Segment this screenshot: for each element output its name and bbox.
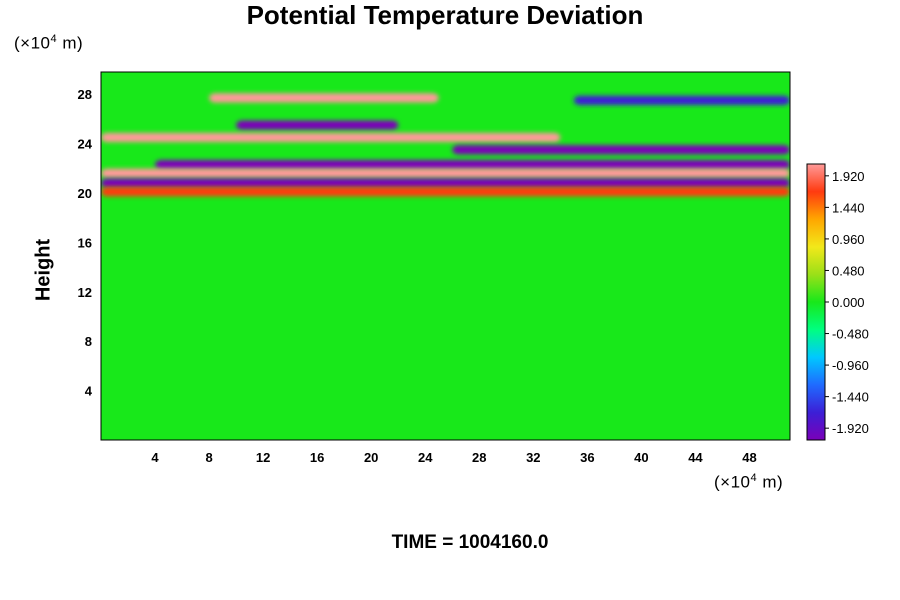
y-unit-exponent: 4: [50, 33, 58, 45]
anomaly-band-3: [236, 120, 399, 130]
x-tick-label: 20: [364, 450, 378, 465]
anomaly-band-9: [101, 187, 790, 197]
y-tick-label: 8: [85, 334, 92, 349]
y-tick-label: 20: [78, 186, 92, 201]
x-tick-label: 40: [634, 450, 648, 465]
anomaly-band-5: [452, 145, 790, 155]
plot-frame: [100, 71, 791, 441]
anomaly-band-6: [155, 159, 790, 170]
y-unit-prefix: (×10: [14, 33, 51, 53]
x-tick-label: 8: [205, 450, 212, 465]
x-tick-label: 12: [256, 450, 270, 465]
colorbar-tick-label: -1.920: [832, 421, 869, 436]
x-tick-label: 44: [688, 450, 703, 465]
x-tick-label: 32: [526, 450, 540, 465]
x-unit-prefix: (×10: [714, 472, 751, 492]
colorbar-tick-label: -1.440: [832, 390, 869, 405]
y-unit-suffix: m): [57, 33, 84, 53]
plot-area: [100, 71, 791, 441]
anomaly-band-4: [101, 132, 561, 143]
x-tick-label: 24: [418, 450, 433, 465]
colorbar-tick-label: 0.960: [832, 232, 865, 247]
x-tick-label: 4: [151, 450, 159, 465]
y-tick-label: 4: [85, 384, 93, 399]
y-axis-unit: (×104 m): [14, 33, 83, 54]
y-tick-label: 24: [78, 137, 93, 152]
x-unit-suffix: m): [757, 472, 784, 492]
x-unit-exponent: 4: [750, 472, 758, 484]
chart-title: Potential Temperature Deviation: [246, 0, 644, 30]
anomaly-band-1: [209, 93, 439, 103]
colorbar-tick-label: 1.920: [832, 169, 865, 184]
y-tick-label: 28: [78, 87, 92, 102]
x-tick-label: 28: [472, 450, 486, 465]
x-tick-label: 36: [580, 450, 594, 465]
anomaly-band-7: [101, 168, 790, 178]
colorbar-tick-label: -0.960: [832, 358, 869, 373]
y-tick-label: 12: [78, 285, 92, 300]
anomaly-band-8: [101, 178, 790, 188]
colorbar: 1.920 1.440 0.960 0.480 0.000 -0.480 -0.960 -1.…: [806, 163, 869, 441]
time-footer: TIME = 1004160.0: [391, 532, 549, 553]
colorbar-tick-label: 0.480: [832, 263, 865, 278]
x-tick-label: 48: [742, 450, 756, 465]
x-tick-label: 16: [310, 450, 324, 465]
colorbar-tick-label: 1.440: [832, 200, 865, 215]
x-axis-unit: (×104 m): [714, 472, 783, 493]
colorbar-strip: [806, 163, 826, 441]
y-tick-label: 16: [78, 235, 92, 250]
colorbar-tick-label: -0.480: [832, 327, 869, 342]
colorbar-tick-label: 0.000: [832, 295, 865, 310]
anomaly-band-2: [573, 95, 790, 106]
field-layer: [101, 72, 790, 440]
